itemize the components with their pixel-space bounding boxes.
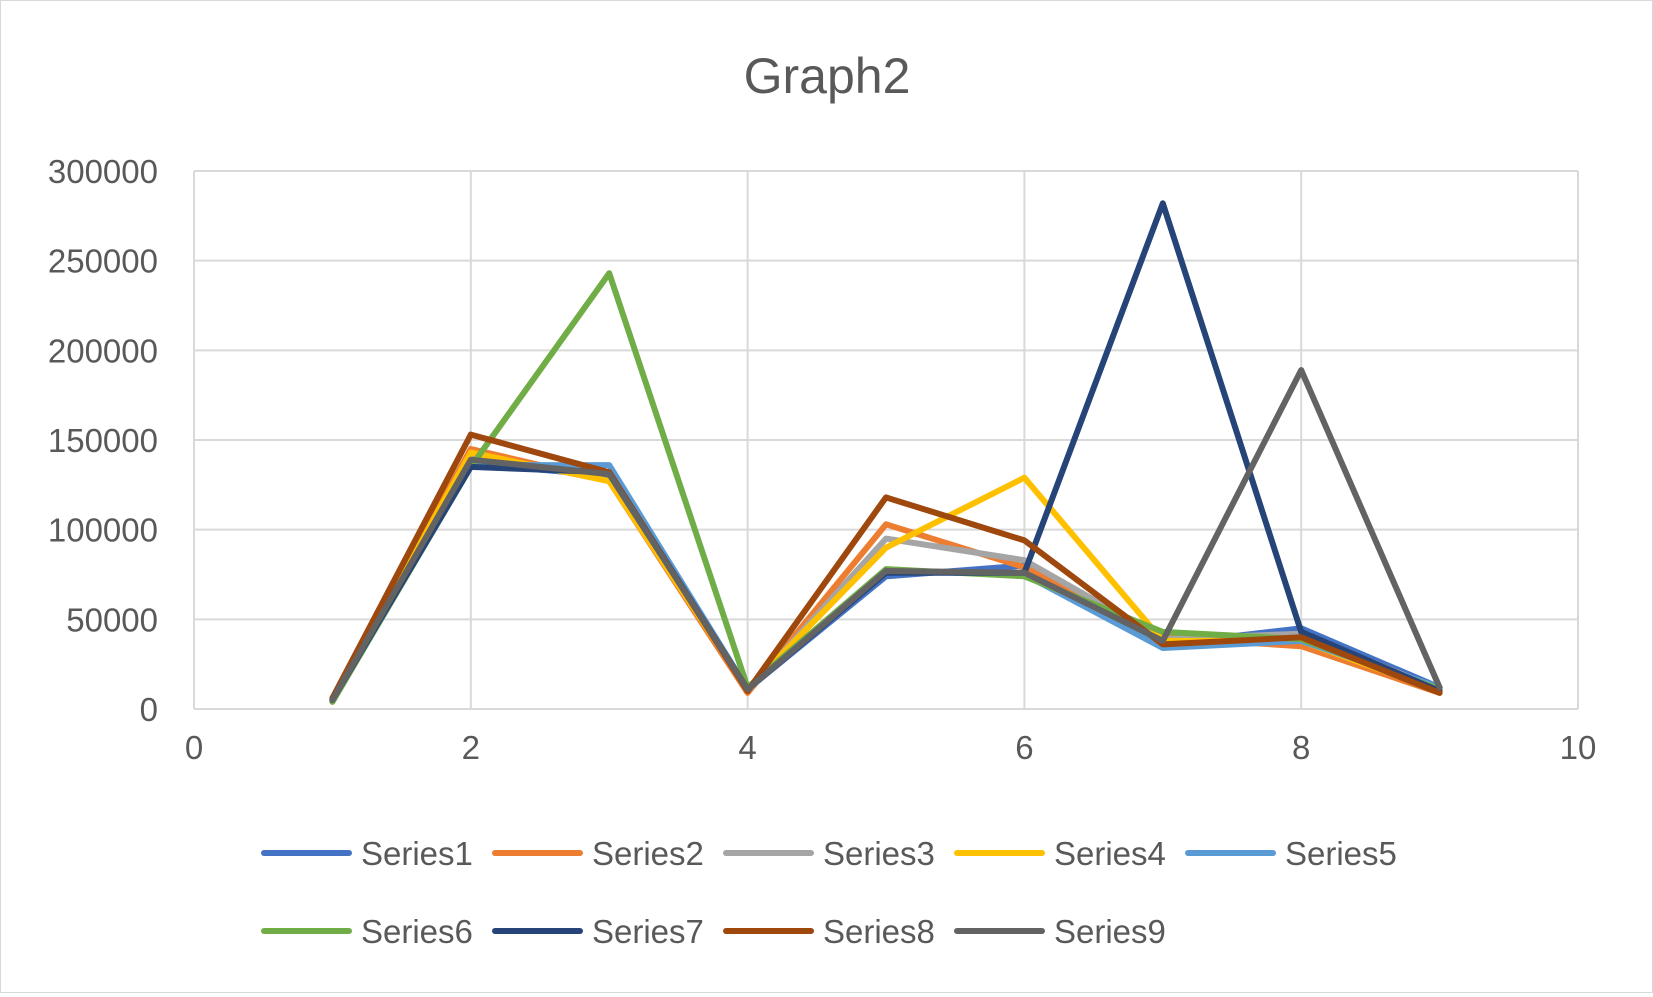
y-tick-label: 250000 [48,243,158,280]
legend-label: Series8 [823,913,935,950]
legend-label: Series2 [592,835,704,872]
y-tick-label: 0 [140,691,158,728]
gridlines [193,170,1579,710]
legend: Series1 Series2 Series3 Series4 Series5 Serie… [261,835,1397,950]
x-tick-label: 8 [1292,729,1310,766]
y-tick-label: 150000 [48,422,158,459]
legend-label: Series6 [361,913,473,950]
legend-item-series2: Series2 [492,835,704,872]
legend-item-series5: Series5 [1185,835,1397,872]
legend-label: Series4 [1054,835,1166,872]
legend-item-series7: Series7 [492,913,704,950]
y-tick-label: 50000 [66,601,158,638]
legend-item-series1: Series1 [261,835,473,872]
series-line-series9 [329,367,1443,703]
axis-tick-labels: 0 50000 100000 150000 200000 250000 300000 0 2 4 6… [48,153,1596,766]
chart-title: Graph2 [744,48,911,104]
legend-item-series6: Series6 [261,913,473,950]
legend-label: Series9 [1054,913,1166,950]
x-tick-label: 0 [185,729,203,766]
y-tick-label: 200000 [48,332,158,369]
legend-item-series8: Series8 [723,913,935,950]
series-line-series8 [329,431,1443,702]
legend-item-series3: Series3 [723,835,935,872]
legend-label: Series5 [1285,835,1397,872]
legend-item-series4: Series4 [954,835,1166,872]
series-lines [329,200,1443,705]
x-tick-label: 10 [1560,729,1597,766]
x-tick-label: 6 [1015,729,1033,766]
legend-label: Series1 [361,835,473,872]
legend-label: Series7 [592,913,704,950]
x-tick-label: 2 [462,729,480,766]
legend-item-series9: Series9 [954,913,1166,950]
y-tick-label: 100000 [48,512,158,549]
legend-label: Series3 [823,835,935,872]
y-tick-label: 300000 [48,153,158,190]
x-tick-label: 4 [738,729,756,766]
series-line-series7 [329,200,1443,703]
